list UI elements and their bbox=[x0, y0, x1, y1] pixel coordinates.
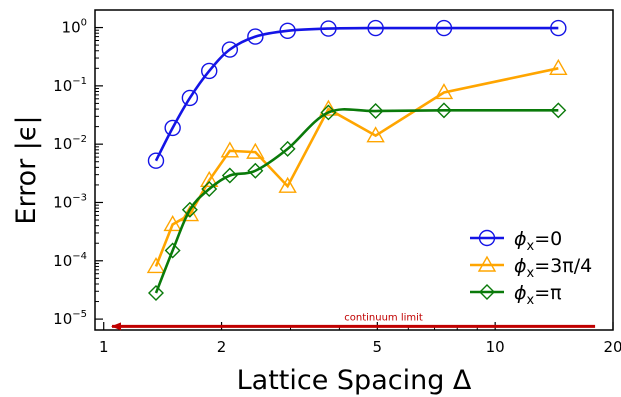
data-point-triangle bbox=[163, 215, 182, 232]
series-triangle bbox=[146, 58, 568, 274]
y-tick-label: 100 bbox=[62, 18, 87, 37]
legend-marker-circle bbox=[478, 229, 496, 247]
data-point-circle bbox=[435, 19, 453, 37]
data-point-circle bbox=[367, 19, 384, 37]
data-point-diamond bbox=[148, 285, 164, 302]
legend-marker-triangle bbox=[477, 255, 497, 272]
plot-frame bbox=[94, 9, 614, 331]
data-point-circle bbox=[247, 28, 264, 45]
data-point-triangle bbox=[146, 257, 166, 274]
y-tick-label: 10−3 bbox=[53, 192, 87, 211]
series-circle bbox=[147, 19, 567, 169]
data-point-circle bbox=[550, 19, 567, 37]
legend-entry: ϕx=3π/4 bbox=[470, 255, 592, 281]
data-point-triangle bbox=[319, 99, 338, 116]
series-line bbox=[154, 26, 559, 162]
data-point-circle bbox=[201, 62, 218, 80]
x-tick-label: 1 bbox=[99, 338, 109, 356]
y-tick-label: 10−1 bbox=[53, 76, 87, 95]
y-tick-label: 10−2 bbox=[53, 134, 87, 153]
data-point-triangle bbox=[549, 58, 568, 76]
data-point-diamond bbox=[181, 201, 198, 218]
legend-label: ϕx=0 bbox=[514, 228, 562, 254]
data-point-diamond bbox=[320, 104, 337, 121]
data-point-triangle bbox=[246, 142, 265, 159]
data-point-circle bbox=[279, 22, 296, 39]
data-point-triangle bbox=[278, 176, 297, 193]
data-point-circle bbox=[221, 41, 239, 58]
data-point-diamond bbox=[367, 103, 384, 120]
data-point-diamond bbox=[550, 102, 567, 119]
x-tick-label: 2 bbox=[217, 338, 227, 356]
legend: ϕx=0ϕx=3π/4ϕx=π bbox=[470, 228, 592, 308]
continuum-limit-label: continuum limit bbox=[344, 312, 423, 323]
data-point-triangle bbox=[200, 170, 219, 188]
data-point-diamond bbox=[221, 167, 238, 184]
y-axis-title: Error |ϵ| bbox=[11, 115, 42, 224]
data-point-circle bbox=[181, 89, 199, 107]
x-tick-label: 5 bbox=[373, 338, 383, 356]
x-tick-label: 10 bbox=[486, 338, 505, 356]
y-tick-label: 10−5 bbox=[53, 309, 87, 328]
data-point-diamond bbox=[247, 162, 264, 179]
data-point-triangle bbox=[220, 141, 240, 158]
data-point-diamond bbox=[164, 242, 181, 259]
data-point-diamond bbox=[201, 181, 218, 198]
data-point-circle bbox=[164, 119, 181, 137]
series-diamond bbox=[148, 102, 567, 302]
legend-marker-diamond bbox=[479, 284, 495, 300]
x-tick-label: 20 bbox=[603, 338, 621, 356]
data-point-diamond bbox=[279, 140, 296, 157]
y-tick-label: 10−4 bbox=[53, 251, 87, 270]
data-point-diamond bbox=[435, 102, 452, 119]
annotation-layer: continuum limit bbox=[111, 312, 596, 331]
x-axis-title: Lattice Spacing Δ bbox=[237, 365, 472, 396]
data-point-circle bbox=[320, 20, 337, 37]
series-line bbox=[154, 108, 559, 294]
legend-entry: ϕx=π bbox=[470, 282, 562, 308]
data-point-triangle bbox=[434, 83, 454, 100]
legend-label: ϕx=π bbox=[514, 282, 562, 308]
data-point-circle bbox=[147, 152, 165, 169]
ticks-layer: 1 2 5 10 20 100 10−1 10−2 10−3 10−4 10−5 bbox=[53, 9, 621, 356]
legend-entry: ϕx=0 bbox=[470, 228, 562, 254]
legend-label: ϕx=3π/4 bbox=[514, 255, 592, 281]
data-point-triangle bbox=[366, 126, 385, 143]
series-layer bbox=[146, 19, 568, 302]
